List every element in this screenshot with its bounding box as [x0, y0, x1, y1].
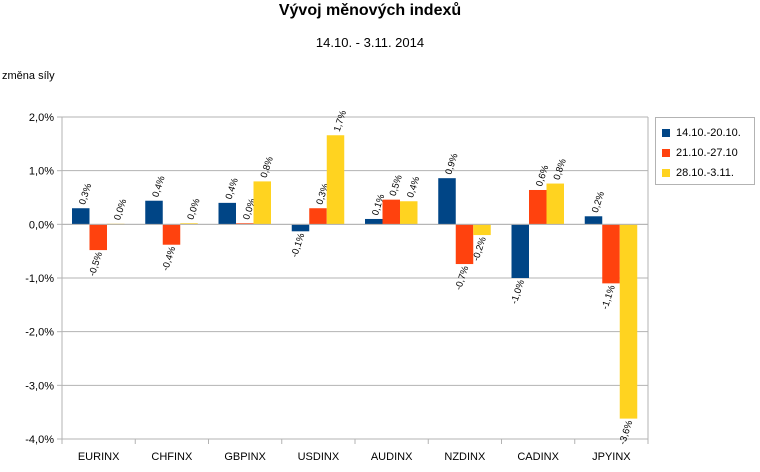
bar-2 — [602, 224, 620, 284]
data-label: -3,6% — [617, 419, 635, 447]
bar-3 — [473, 224, 491, 236]
data-label: 0,5% — [388, 173, 405, 198]
x-tick-label: JPYINX — [592, 451, 631, 463]
y-tick-label: 2,0% — [29, 112, 54, 124]
bar-3 — [253, 181, 271, 225]
bar-2 — [529, 189, 547, 225]
data-label: -1,0% — [509, 278, 527, 306]
y-tick-label: -4,0% — [25, 434, 54, 446]
data-label: 0,8% — [259, 155, 276, 180]
legend-swatch-1 — [662, 129, 670, 137]
data-label: -0,2% — [471, 235, 489, 263]
legend-label-3: 28.10.-3.11. — [676, 167, 734, 179]
legend-swatch-2 — [662, 149, 670, 157]
bar-1 — [218, 202, 236, 225]
data-label: 0,2% — [590, 190, 607, 215]
bar-3 — [546, 183, 564, 225]
x-tick-label: GBPINX — [224, 451, 266, 463]
data-label: 0,0% — [185, 197, 202, 222]
data-label: 0,4% — [224, 176, 241, 201]
bar-1 — [438, 178, 456, 225]
bar-3 — [400, 201, 418, 225]
bar-2 — [236, 223, 254, 225]
legend-label-1: 14.10.-20.10. — [676, 127, 741, 139]
bar-3 — [619, 224, 638, 419]
data-label: 1,7% — [332, 109, 349, 134]
legend-item-series-1: 14.10.-20.10. — [662, 126, 741, 140]
bar-2 — [382, 199, 400, 225]
bar-1 — [365, 218, 383, 225]
x-tick-label: CADINX — [517, 451, 559, 463]
y-tick-label: -3,0% — [25, 380, 54, 392]
y-tick-label: 0,0% — [29, 219, 54, 231]
chart-title: Vývoj měnových indexů — [278, 2, 462, 19]
data-label: 0,9% — [443, 152, 460, 177]
data-label: 0,4% — [405, 175, 422, 200]
bar-3 — [326, 135, 345, 225]
data-label: -0,5% — [87, 250, 105, 278]
bar-2 — [89, 224, 107, 251]
bar-3 — [180, 223, 198, 225]
data-label: 0,0% — [112, 197, 129, 222]
bar-2 — [455, 224, 474, 265]
bar-1 — [291, 224, 310, 232]
legend-item-series-2: 21.10.-27.10 — [662, 146, 738, 160]
bar-2 — [162, 224, 181, 245]
y-axis-label: změna síly — [2, 70, 55, 82]
x-tick-label: AUDINX — [371, 451, 413, 463]
data-label: 0,4% — [150, 174, 167, 199]
bar-1 — [584, 216, 603, 225]
legend-item-series-3: 28.10.-3.11. — [662, 166, 734, 180]
y-tick-label: 1,0% — [29, 166, 54, 178]
bar-1 — [511, 224, 529, 278]
data-label: 0,3% — [77, 182, 94, 207]
chart-legend: 14.10.-20.10. 21.10.-27.10 28.10.-3.11. — [655, 117, 755, 185]
legend-swatch-3 — [662, 169, 670, 177]
legend-label-2: 21.10.-27.10 — [676, 147, 738, 159]
data-label: -1,1% — [600, 283, 618, 311]
data-label: 0,8% — [552, 157, 569, 182]
x-tick-label: NZDINX — [444, 451, 486, 463]
x-tick-label: CHFINX — [151, 451, 193, 463]
x-tick-label: EURINX — [78, 451, 120, 463]
bar-1 — [72, 208, 90, 225]
bar-2 — [309, 208, 327, 225]
bar-1 — [145, 200, 163, 225]
y-tick-label: -1,0% — [25, 273, 54, 285]
data-label: -0,1% — [289, 231, 307, 259]
x-tick-label: USDINX — [298, 451, 340, 463]
y-tick-label: -2,0% — [25, 327, 54, 339]
chart-subtitle: 14.10. - 3.11. 2014 — [315, 35, 425, 50]
data-label: -0,4% — [160, 245, 178, 273]
